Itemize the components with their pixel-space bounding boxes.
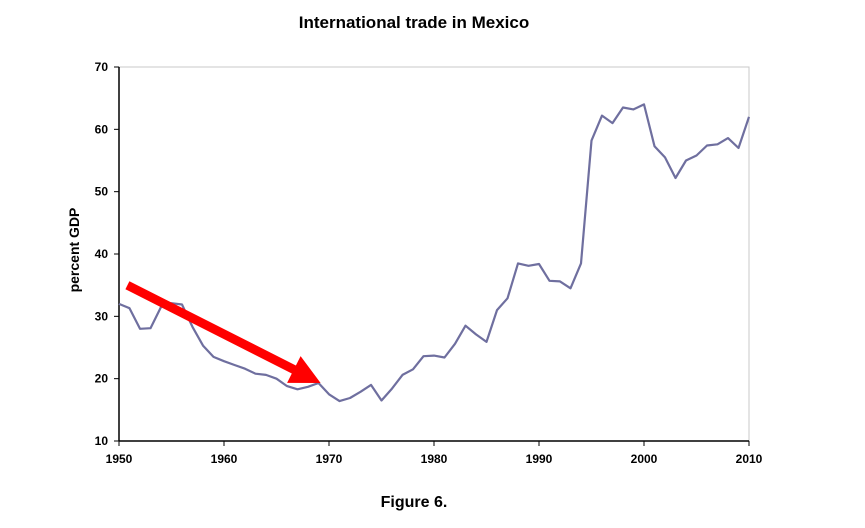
data-marks	[118, 103, 751, 403]
x-tick-label: 2010	[736, 452, 763, 466]
chart-title: International trade in Mexico	[299, 13, 530, 32]
y-tick-label: 50	[95, 185, 109, 199]
x-tick-label: 1970	[316, 452, 343, 466]
y-tick-label: 20	[95, 372, 109, 386]
x-tick-label: 1960	[211, 452, 238, 466]
annotations	[125, 281, 321, 383]
y-tick-label: 10	[95, 434, 109, 448]
y-tick-label: 30	[95, 309, 109, 323]
x-tick-label: 1980	[421, 452, 448, 466]
axes: 10 20 30 40 50 60 70 1950 1960 1970 1980 1990 2000 20…	[95, 60, 763, 466]
y-tick-label: 70	[95, 60, 109, 74]
plot-area-border	[118, 66, 750, 442]
red-arrow-annotation	[125, 281, 321, 383]
x-tick-label: 2000	[631, 452, 658, 466]
series-line	[118, 103, 751, 403]
figure-caption: Figure 6.	[381, 494, 448, 511]
y-tick-label: 40	[95, 247, 109, 261]
y-tick-label: 60	[95, 122, 109, 136]
x-tick-label: 1990	[526, 452, 553, 466]
x-tick-label: 1950	[106, 452, 133, 466]
y-axis-label: percent GDP	[66, 208, 82, 293]
